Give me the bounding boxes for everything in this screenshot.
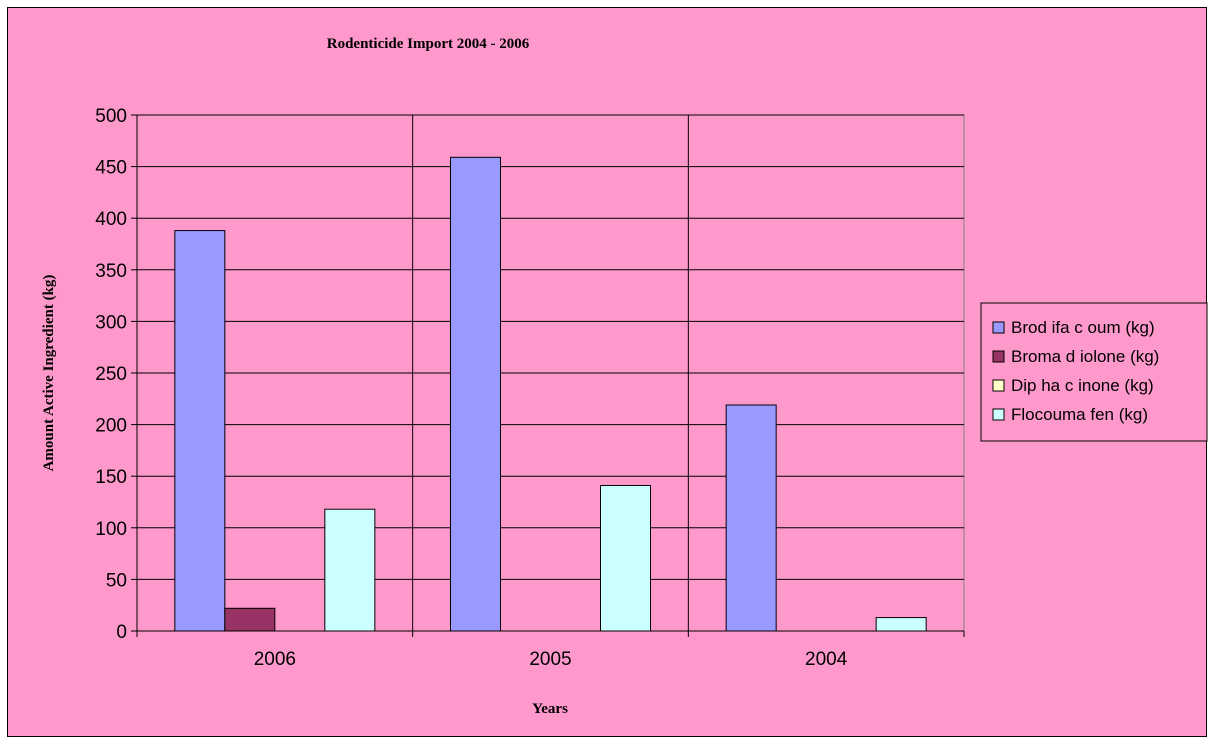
x-tick-labels: 2006 2005 2004: [254, 649, 848, 670]
x-axis-label: Years: [532, 701, 568, 717]
chart-title: Rodenticide Import 2004 - 2006: [327, 36, 530, 52]
legend-swatch: [992, 321, 1005, 334]
y-tick-label: 50: [106, 570, 127, 591]
y-tick-label: 150: [95, 467, 127, 488]
chart-area: Rodenticide Import 2004 - 2006 0 50 100 150…: [7, 7, 1208, 737]
y-axis-label: Amount Active Ingredient (kg): [41, 275, 57, 472]
legend-label: Brod ifa c oum (kg): [1011, 318, 1155, 337]
bar-2005-3: [600, 484, 651, 632]
y-tick-label: 400: [95, 209, 127, 230]
legend-label: Dip ha c inone (kg): [1011, 376, 1154, 395]
bar-2004-0: [725, 404, 777, 632]
bar-2005-0: [450, 156, 501, 632]
legend-swatch: [992, 350, 1005, 363]
legend-items: Brod ifa c oum (kg) Broma d iolone (kg) Di…: [992, 318, 1159, 424]
y-tick-label: 450: [95, 158, 127, 179]
x-tick-label: 2004: [805, 649, 848, 670]
legend-label: Flocouma fen (kg): [1011, 405, 1148, 424]
bar-2006-1: [224, 607, 276, 632]
legend-swatch: [992, 379, 1005, 392]
x-tick-label: 2006: [254, 649, 296, 670]
y-tick-labels: 0 50 100 150 200 250 300 350 400 450 500: [95, 106, 127, 643]
bars: [174, 156, 927, 632]
gridlines: [137, 114, 964, 631]
y-tick-label: 250: [95, 364, 127, 385]
legend-swatch: [992, 408, 1005, 421]
y-tick-label: 300: [95, 312, 127, 333]
y-tick-label: 0: [116, 622, 127, 643]
y-tick-label: 350: [95, 261, 127, 282]
bar-2006-3: [324, 508, 376, 632]
bar-2006-0: [174, 230, 226, 632]
y-tick-label: 500: [95, 106, 127, 127]
axes: [131, 114, 965, 637]
legend: Brod ifa c oum (kg) Broma d iolone (kg) Di…: [980, 302, 1208, 442]
chart-svg: Rodenticide Import 2004 - 2006 0 50 100 150…: [41, 36, 1208, 717]
bar-2004-3: [875, 617, 927, 632]
y-tick-label: 100: [95, 519, 127, 540]
y-tick-label: 200: [95, 416, 127, 437]
legend-box: [980, 302, 1208, 442]
x-tick-label: 2005: [529, 649, 571, 670]
legend-label: Broma d iolone (kg): [1011, 347, 1159, 366]
